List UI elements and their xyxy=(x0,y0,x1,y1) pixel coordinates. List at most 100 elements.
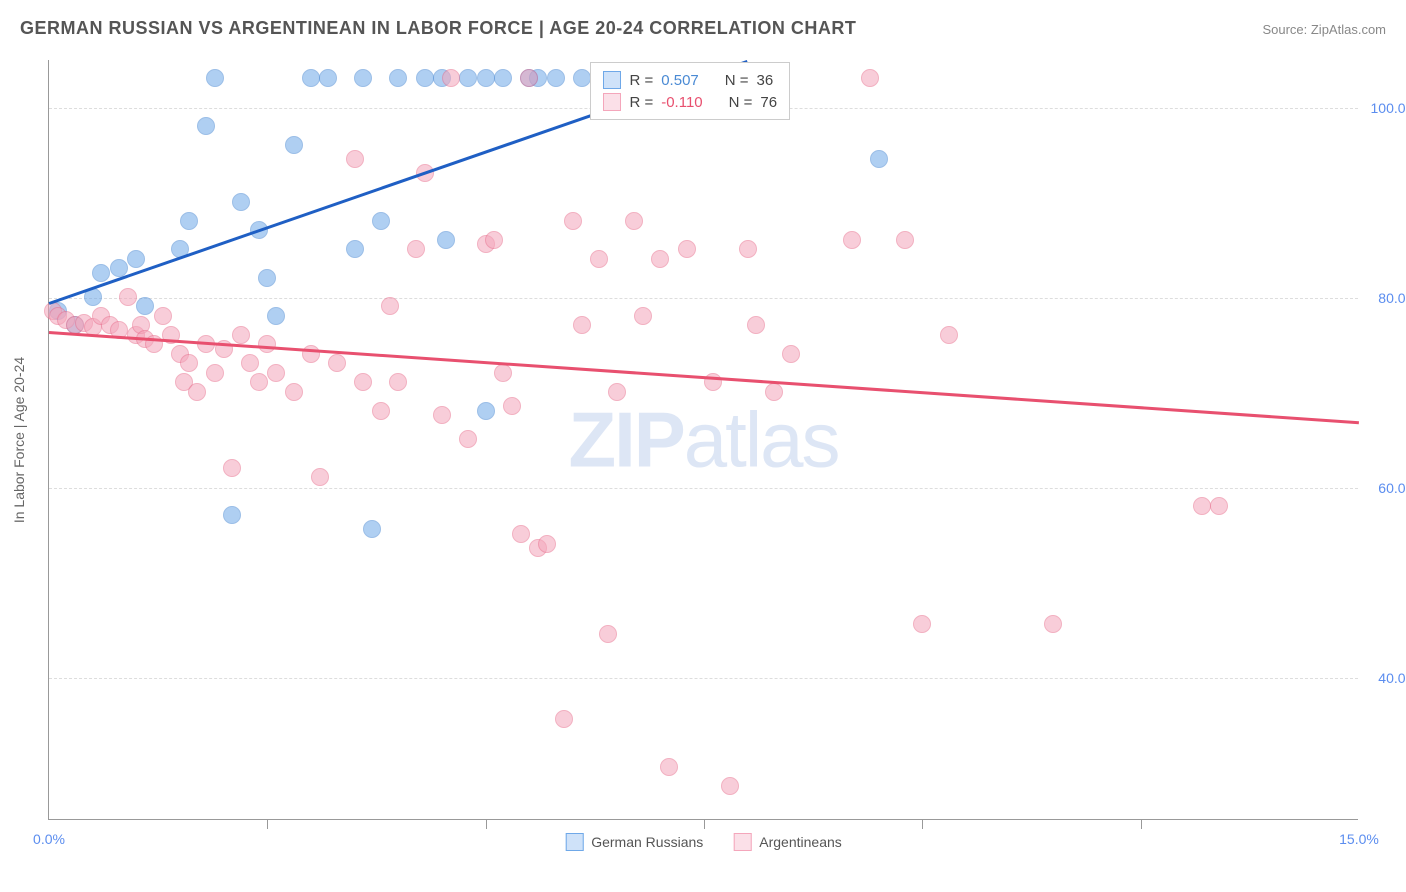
scatter-point-argentineans xyxy=(678,240,696,258)
scatter-point-german_russians xyxy=(267,307,285,325)
scatter-point-german_russians xyxy=(416,69,434,87)
scatter-point-argentineans xyxy=(381,297,399,315)
scatter-point-argentineans xyxy=(782,345,800,363)
scatter-point-argentineans xyxy=(573,316,591,334)
r-value: 0.507 xyxy=(661,72,699,89)
scatter-point-german_russians xyxy=(258,269,276,287)
source-label: Source: ZipAtlas.com xyxy=(1262,22,1386,37)
scatter-point-argentineans xyxy=(843,231,861,249)
scatter-point-argentineans xyxy=(407,240,425,258)
x-tick-mark xyxy=(1141,819,1142,829)
scatter-point-german_russians xyxy=(363,520,381,538)
scatter-point-argentineans xyxy=(1210,497,1228,515)
scatter-point-argentineans xyxy=(739,240,757,258)
scatter-point-argentineans xyxy=(459,430,477,448)
scatter-point-argentineans xyxy=(1193,497,1211,515)
legend-swatch xyxy=(565,833,583,851)
x-tick-label: 15.0% xyxy=(1339,831,1379,847)
scatter-point-argentineans xyxy=(861,69,879,87)
scatter-point-argentineans xyxy=(389,373,407,391)
r-label: R = xyxy=(629,72,653,89)
y-tick-label: 80.0% xyxy=(1363,290,1406,306)
scatter-point-argentineans xyxy=(913,615,931,633)
scatter-point-argentineans xyxy=(302,345,320,363)
x-tick-mark xyxy=(486,819,487,829)
r-value: -0.110 xyxy=(661,94,702,111)
scatter-point-argentineans xyxy=(555,710,573,728)
scatter-point-german_russians xyxy=(223,506,241,524)
scatter-point-argentineans xyxy=(354,373,372,391)
gridline-horizontal xyxy=(49,488,1358,489)
watermark: ZIPatlas xyxy=(568,394,838,485)
scatter-point-argentineans xyxy=(433,406,451,424)
correlation-stats-legend: R =0.507N =36R =-0.110N =76 xyxy=(590,62,790,120)
scatter-point-german_russians xyxy=(477,69,495,87)
scatter-point-german_russians xyxy=(180,212,198,230)
y-tick-label: 40.0% xyxy=(1363,670,1406,686)
legend-stat-row: R =0.507N =36 xyxy=(603,69,777,91)
chart-plot-area: In Labor Force | Age 20-24 ZIPatlas 40.0… xyxy=(48,60,1358,820)
scatter-point-argentineans xyxy=(503,397,521,415)
x-tick-mark xyxy=(704,819,705,829)
scatter-point-german_russians xyxy=(232,193,250,211)
scatter-point-argentineans xyxy=(241,354,259,372)
legend-label: Argentineans xyxy=(759,834,842,850)
scatter-point-german_russians xyxy=(459,69,477,87)
legend-swatch xyxy=(733,833,751,851)
scatter-point-argentineans xyxy=(180,354,198,372)
scatter-point-argentineans xyxy=(285,383,303,401)
scatter-point-german_russians xyxy=(870,150,888,168)
scatter-point-argentineans xyxy=(1044,615,1062,633)
legend-item: German Russians xyxy=(565,833,703,851)
scatter-point-argentineans xyxy=(258,335,276,353)
scatter-point-german_russians xyxy=(354,69,372,87)
scatter-point-german_russians xyxy=(573,69,591,87)
scatter-point-argentineans xyxy=(223,459,241,477)
n-label: N = xyxy=(725,72,749,89)
scatter-point-argentineans xyxy=(311,468,329,486)
scatter-point-argentineans xyxy=(564,212,582,230)
scatter-point-german_russians xyxy=(437,231,455,249)
scatter-point-argentineans xyxy=(520,69,538,87)
scatter-point-argentineans xyxy=(154,307,172,325)
legend-label: German Russians xyxy=(591,834,703,850)
y-tick-label: 100.0% xyxy=(1363,100,1406,116)
legend-swatch xyxy=(603,71,621,89)
scatter-point-german_russians xyxy=(346,240,364,258)
scatter-point-argentineans xyxy=(747,316,765,334)
r-label: R = xyxy=(629,94,653,111)
scatter-point-argentineans xyxy=(328,354,346,372)
scatter-point-german_russians xyxy=(372,212,390,230)
scatter-point-german_russians xyxy=(92,264,110,282)
scatter-point-german_russians xyxy=(494,69,512,87)
x-tick-label: 0.0% xyxy=(33,831,65,847)
scatter-point-argentineans xyxy=(119,288,137,306)
scatter-point-argentineans xyxy=(346,150,364,168)
scatter-point-argentineans xyxy=(608,383,626,401)
trendline-argentineans xyxy=(49,331,1359,424)
scatter-point-german_russians xyxy=(197,117,215,135)
scatter-point-argentineans xyxy=(590,250,608,268)
scatter-point-german_russians xyxy=(206,69,224,87)
x-tick-mark xyxy=(267,819,268,829)
scatter-point-argentineans xyxy=(494,364,512,382)
scatter-point-argentineans xyxy=(485,231,503,249)
y-axis-title: In Labor Force | Age 20-24 xyxy=(11,356,27,522)
n-label: N = xyxy=(729,94,753,111)
gridline-horizontal xyxy=(49,678,1358,679)
scatter-point-argentineans xyxy=(188,383,206,401)
legend-stat-row: R =-0.110N =76 xyxy=(603,91,777,113)
scatter-point-argentineans xyxy=(267,364,285,382)
scatter-point-argentineans xyxy=(599,625,617,643)
scatter-point-german_russians xyxy=(477,402,495,420)
x-tick-mark xyxy=(922,819,923,829)
scatter-point-argentineans xyxy=(372,402,390,420)
scatter-point-argentineans xyxy=(625,212,643,230)
scatter-point-german_russians xyxy=(319,69,337,87)
legend-swatch xyxy=(603,93,621,111)
scatter-point-argentineans xyxy=(721,777,739,795)
scatter-point-german_russians xyxy=(547,69,565,87)
scatter-point-argentineans xyxy=(232,326,250,344)
series-legend: German Russians Argentineans xyxy=(565,833,842,851)
scatter-point-argentineans xyxy=(538,535,556,553)
